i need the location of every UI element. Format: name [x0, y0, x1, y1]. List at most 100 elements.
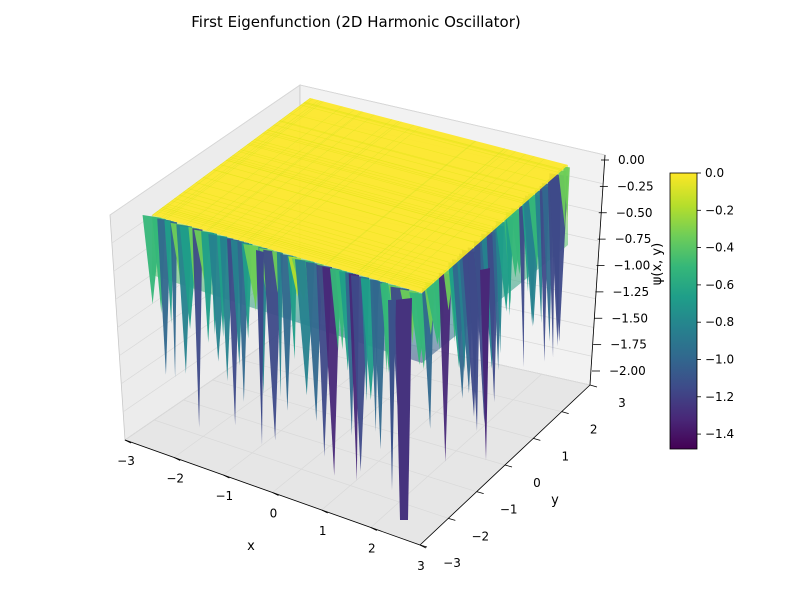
surface-mesh-line — [185, 106, 343, 225]
surface-spike — [558, 170, 567, 229]
surface-spike — [192, 228, 203, 428]
surface-mesh-line — [267, 126, 421, 249]
surface-mesh-line — [183, 191, 452, 268]
surface-mesh-line — [366, 151, 516, 278]
y-tick-mark — [561, 411, 569, 415]
y-tick-mark — [419, 544, 428, 548]
x-tick-label: −1 — [215, 489, 233, 503]
surface-mesh-line — [240, 149, 504, 222]
y-ticks: −3 −2 −1 0 1 2 3 — [419, 384, 626, 570]
surface-mesh-line — [254, 139, 517, 211]
surface-mesh-line — [202, 176, 470, 252]
grid-line-z — [299, 84, 606, 156]
surface-mesh-line — [187, 188, 456, 265]
surface-mesh-line — [207, 111, 364, 232]
x-ticks: −3 −2 −1 0 1 2 3 — [117, 439, 427, 573]
colorbar-tick-label: −0.8 — [705, 315, 734, 329]
x-tick-label: 2 — [368, 542, 376, 556]
surface-mesh-line — [260, 124, 414, 247]
z-tick-label: 0.00 — [618, 153, 645, 167]
colorbar-tick-label: −0.4 — [705, 241, 734, 255]
z-tick-label: −2.00 — [609, 364, 646, 378]
surface-mesh-line — [160, 100, 319, 218]
surface-mesh-line — [166, 203, 436, 282]
surface-mesh-line — [163, 100, 322, 219]
y-tick-mark — [589, 384, 598, 388]
surface-mesh-line — [355, 148, 506, 275]
x-axis-label: x — [247, 539, 255, 554]
colorbar-tick-label: 0.0 — [705, 166, 724, 180]
x-tick-mark — [223, 474, 230, 479]
surface-mesh-line — [273, 124, 535, 195]
colorbar-tick-label: −0.2 — [705, 203, 734, 217]
z-axis-line — [589, 154, 606, 386]
surface-mesh-line — [300, 104, 560, 173]
z-tick-label: −1.75 — [610, 338, 647, 352]
surface-mesh-line — [174, 198, 443, 276]
surface-mesh-line — [289, 112, 550, 182]
surface-spike — [480, 268, 490, 460]
surface-mesh-line — [377, 153, 526, 281]
y-tick-label: −3 — [443, 556, 461, 570]
surface-spike — [549, 173, 568, 342]
z-axis-label: ψ(x, y) — [650, 243, 665, 285]
surface-mesh-line — [165, 101, 324, 220]
surface-mesh-line — [205, 111, 362, 231]
surface-mesh-line — [264, 131, 526, 203]
x-tick-mark — [173, 457, 181, 461]
surface-mesh-line — [303, 102, 563, 171]
z-ticks: −2.00 −1.75 −1.50 −1.25 −1.00 −0.75 −0.50 −0.25… — [592, 153, 654, 378]
y-tick-mark — [448, 517, 456, 521]
surface-mesh-line — [420, 164, 567, 293]
surface-spike — [372, 280, 387, 450]
surface-spike — [388, 300, 396, 490]
surface-mesh-line — [198, 109, 355, 229]
plot-3d-axes: −3 −2 −1 0 1 2 3 −3 −2 −1 0 1 2 3 −2.00 −1.75 −1.50 −1.… — [109, 84, 665, 573]
surface-mesh-line — [154, 98, 314, 217]
surface-mesh-line — [178, 194, 448, 272]
surface-mesh-line — [156, 211, 427, 290]
x-tick-label: 3 — [417, 559, 425, 573]
surface-mesh-line — [213, 169, 479, 244]
surface-mesh-line — [247, 144, 511, 217]
surface-mesh-line — [227, 158, 493, 232]
surface-spike — [276, 251, 283, 397]
surface-spike — [256, 250, 264, 445]
surface-mesh-line — [237, 119, 393, 241]
surface-mesh-line — [158, 209, 429, 288]
surface-spike — [280, 253, 294, 411]
y-tick-mark — [504, 464, 513, 468]
surface-mesh-line — [225, 159, 491, 234]
z-tick-label: −1.00 — [614, 259, 651, 273]
colorbar-tick-label: −1.4 — [705, 427, 734, 441]
x-tick-mark — [124, 439, 132, 444]
surface-mesh-line — [303, 102, 562, 171]
surface-spike — [438, 272, 452, 462]
surface-mesh-line — [251, 141, 514, 213]
surface-mesh-line — [397, 158, 545, 287]
surface-mesh-line — [324, 140, 476, 266]
surface-spike — [263, 249, 282, 441]
surface-mesh-line — [195, 182, 463, 258]
z-tick-label: −1.25 — [612, 285, 649, 299]
surface-mesh-line — [162, 206, 432, 285]
surface-mesh-line — [232, 154, 497, 228]
y-tick-mark — [476, 491, 484, 495]
z-tick-label: −1.50 — [611, 311, 648, 325]
y-tick-label: 0 — [533, 476, 541, 490]
surface-mesh-line — [152, 97, 311, 216]
surface-spike — [563, 166, 570, 218]
surface-mesh-line — [279, 120, 541, 190]
surface-mesh-line — [304, 101, 564, 170]
surface-mesh-line — [248, 142, 512, 215]
grid-line-y — [270, 339, 562, 413]
surface-spike — [518, 205, 526, 368]
surface-plot — [142, 97, 570, 520]
surface-mesh-line — [386, 156, 535, 284]
surface-trough — [395, 298, 412, 520]
colorbar-ticks: 0.0 −0.2 −0.4 −0.6 −0.8 −1.0 −1.2 −1.4 — [697, 166, 734, 441]
surface-mesh-line — [266, 129, 529, 201]
surface-mesh-line — [171, 200, 440, 278]
surface-mesh-line — [164, 205, 434, 284]
surface-mesh-line — [220, 164, 486, 239]
